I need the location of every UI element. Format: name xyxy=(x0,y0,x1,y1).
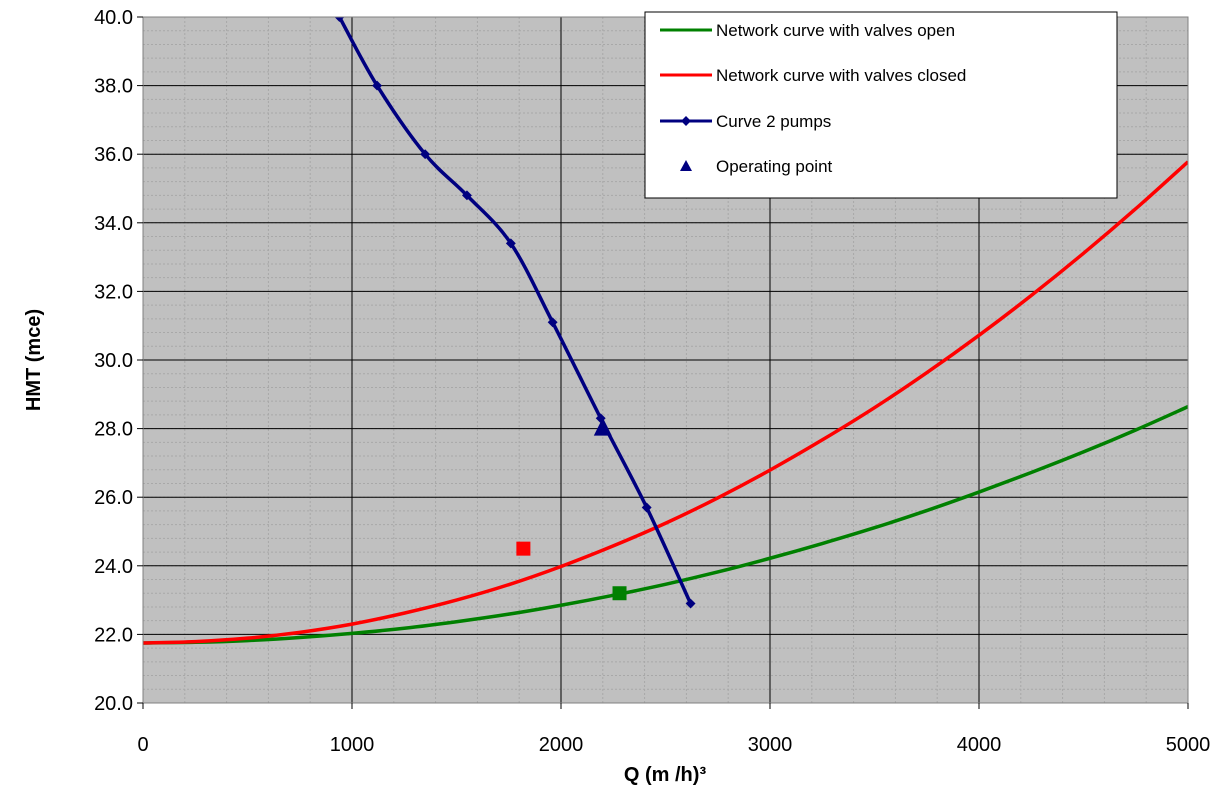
y-tick-label: 26.0 xyxy=(94,487,133,509)
legend-label-valves-open: Network curve with valves open xyxy=(716,21,955,40)
x-tick-label: 1000 xyxy=(330,734,375,756)
x-axis-ticks: 0 1000 2000 3000 4000 5000 xyxy=(137,703,1210,756)
y-tick-label: 32.0 xyxy=(94,281,133,303)
legend-marker-2-pumps xyxy=(681,116,691,126)
operating-point-marker xyxy=(593,417,612,436)
y-tick-label: 40.0 xyxy=(94,7,133,29)
square-marker xyxy=(612,586,627,601)
series-line-valves-open xyxy=(143,405,1188,645)
series-line-valves-closed xyxy=(143,160,1188,645)
plot-series xyxy=(143,17,1188,645)
legend-label-2-pumps: Curve 2 pumps xyxy=(716,112,831,131)
x-tick-label: 2000 xyxy=(539,734,584,756)
x-tick-label: 5000 xyxy=(1166,734,1211,756)
y-axis-ticks: 20.0 22.0 24.0 26.0 28.0 30.0 32.0 34.0 36.0 38.0… xyxy=(94,7,143,715)
y-axis-title: HMT (mce) xyxy=(23,309,45,411)
pump-curve-point xyxy=(547,317,558,328)
pump-curve-point xyxy=(641,502,652,513)
legend-label-operating-point: Operating point xyxy=(716,157,833,176)
y-tick-label: 38.0 xyxy=(94,76,133,98)
legend-label-valves-closed: Network curve with valves closed xyxy=(716,66,966,85)
x-tick-label: 3000 xyxy=(748,734,793,756)
y-tick-label: 20.0 xyxy=(94,693,133,715)
square-marker xyxy=(516,541,531,556)
pump-curve-point xyxy=(505,238,516,249)
x-axis-title: Q (m /h)³ xyxy=(624,764,707,786)
series-line-2-pumps xyxy=(337,17,693,605)
pump-curve-point xyxy=(420,149,431,160)
pump-curve-point xyxy=(685,598,696,609)
legend-marker-operating-point xyxy=(680,160,692,171)
series-layer xyxy=(143,17,1188,645)
legend-box xyxy=(644,11,1118,199)
y-tick-label: 30.0 xyxy=(94,350,133,372)
y-tick-label: 34.0 xyxy=(94,213,133,235)
y-tick-label: 28.0 xyxy=(94,419,133,441)
x-tick-label: 0 xyxy=(137,734,148,756)
pump-curve-point xyxy=(462,190,472,201)
y-tick-label: 36.0 xyxy=(94,144,133,166)
y-tick-label: 24.0 xyxy=(94,556,133,578)
legend: Network curve with valves open Network c… xyxy=(644,11,1118,199)
y-tick-label: 22.0 xyxy=(94,624,133,646)
x-tick-label: 4000 xyxy=(957,734,1002,756)
